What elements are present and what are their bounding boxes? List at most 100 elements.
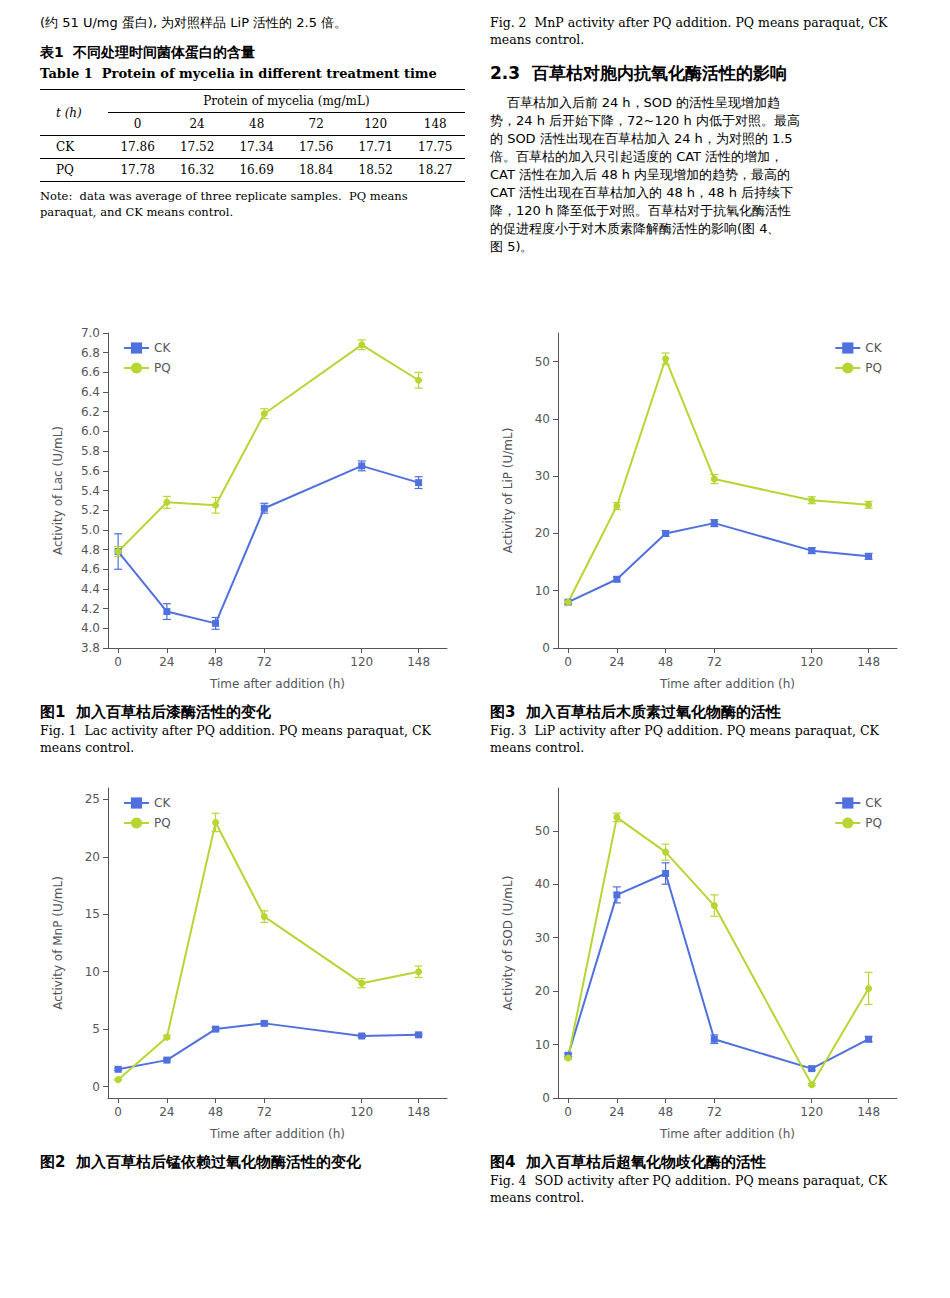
svg-text:5.8: 5.8 [81,444,100,458]
svg-text:50: 50 [535,824,550,838]
svg-text:CK: CK [865,796,882,810]
svg-text:6.2: 6.2 [81,405,100,419]
svg-text:120: 120 [800,1105,823,1119]
svg-text:148: 148 [407,1105,430,1119]
html-text:Fig. 3 LiP activity after PQ a: Fig. 3 LiP activity after PQ addition. P… [490,723,879,738]
html-text:倍。百草枯的加入只引起适度的 CAT 活性的增加，: 倍。百草枯的加入只引起适度的 CAT 活性的增加， [490,149,784,164]
svg-text:0: 0 [114,1105,122,1119]
svg-text:24: 24 [609,655,624,669]
svg-text:72: 72 [257,655,272,669]
svg-text:15: 15 [85,907,100,921]
svg-text:20: 20 [535,984,550,998]
svg-text:24: 24 [159,1105,174,1119]
svg-text:5.0: 5.0 [81,523,100,537]
html-text:降，120 h 降至低于对照。百草枯对于抗氧化酶活性: 降，120 h 降至低于对照。百草枯对于抗氧化酶活性 [490,203,792,218]
html-text:的 SOD 活性出现在百草枯加入 24 h，为对照的 1.5: 的 SOD 活性出现在百草枯加入 24 h，为对照的 1.5 [490,131,793,146]
svg-text:40: 40 [535,412,550,426]
svg-text:5: 5 [92,1022,100,1036]
html-text:Fig. 2 MnP activity after PQ a: Fig. 2 MnP activity after PQ addition. P… [490,15,888,30]
svg-text:50: 50 [535,355,550,369]
html-text:Fig. 4 SOD activity after PQ a: Fig. 4 SOD activity after PQ addition. P… [490,1173,887,1188]
svg-text:Activity of SOD (U/mL): Activity of SOD (U/mL) [501,876,515,1011]
svg-text:72: 72 [707,1105,722,1119]
svg-text:0: 0 [542,1091,550,1105]
svg-text:148: 148 [407,655,430,669]
svg-text:4.0: 4.0 [81,621,100,635]
svg-text:0: 0 [92,1080,100,1094]
svg-text:6.6: 6.6 [81,365,100,379]
html-text:Table 1 Protein of mycelia in: Table 1 Protein of mycelia in different … [40,66,437,81]
svg-text:48: 48 [208,1105,223,1119]
html-text:CAT 活性在加入后 48 h 内呈现增加的趋势，最高的: CAT 活性在加入后 48 h 内呈现增加的趋势，最高的 [490,167,791,182]
html-text:CAT 活性出现在百草枯加入的 48 h，48 h 后持续下: CAT 活性出现在百草枯加入的 48 h，48 h 后持续下 [490,185,794,200]
svg-text:24: 24 [159,655,174,669]
svg-text:6.4: 6.4 [81,385,100,399]
svg-text:72: 72 [707,655,722,669]
svg-text:30: 30 [535,931,550,945]
svg-text:20: 20 [85,850,100,864]
svg-text:30: 30 [535,469,550,483]
svg-text:CK: CK [865,341,882,355]
svg-text:20: 20 [535,526,550,540]
html-text:的促进程度小于对木质素降解酶活性的影响(图 4、: 的促进程度小于对木质素降解酶活性的影响(图 4、 [490,221,781,236]
svg-text:0: 0 [564,1105,572,1119]
html-text:表1 不同处理时间菌体蛋白的含量: 表1 不同处理时间菌体蛋白的含量 [40,44,256,60]
svg-text:5.2: 5.2 [81,503,100,517]
svg-text:48: 48 [658,655,673,669]
svg-text:Time after addition (h): Time after addition (h) [659,1127,795,1141]
html-text:2.3 百草枯对胞内抗氧化酶活性的影响: 2.3 百草枯对胞内抗氧化酶活性的影响 [490,63,787,83]
svg-text:3.8: 3.8 [81,641,100,655]
svg-text:6.8: 6.8 [81,346,100,360]
svg-text:CK: CK [154,796,171,810]
svg-text:120: 120 [350,655,373,669]
html-text:图4 加入百草枯后超氧化物歧化酶的活性: 图4 加入百草枯后超氧化物歧化酶的活性 [490,1153,766,1171]
html-text:图2 加入百草枯后锰依赖过氧化物酶活性的变化: 图2 加入百草枯后锰依赖过氧化物酶活性的变化 [40,1153,361,1171]
svg-text:5.6: 5.6 [81,464,100,478]
html-text:百草枯加入后前 24 h，SOD 的活性呈现增加趋: 百草枯加入后前 24 h，SOD 的活性呈现增加趋 [490,95,781,110]
svg-text:10: 10 [535,1038,550,1052]
svg-text:10: 10 [85,965,100,979]
svg-text:4.8: 4.8 [81,543,100,557]
svg-text:40: 40 [535,877,550,891]
svg-text:Activity of Lac (U/mL): Activity of Lac (U/mL) [51,426,65,555]
svg-text:PQ: PQ [154,816,171,830]
svg-text:Time after addition (h): Time after addition (h) [209,1127,345,1141]
svg-text:Activity of LiP (U/mL): Activity of LiP (U/mL) [501,428,515,554]
svg-text:Time after addition (h): Time after addition (h) [209,677,345,691]
svg-text:CK: CK [154,341,171,355]
html-text:means control.: means control. [490,740,585,755]
html-text:means control.: means control. [490,32,585,47]
svg-text:PQ: PQ [865,361,882,375]
svg-text:PQ: PQ [865,816,882,830]
svg-text:Time after addition (h): Time after addition (h) [659,677,795,691]
svg-text:25: 25 [85,792,100,806]
svg-text:24: 24 [609,1105,624,1119]
html-text:means control.: means control. [40,740,135,755]
svg-text:48: 48 [208,655,223,669]
html-text:图 5)。: 图 5)。 [490,239,534,254]
svg-text:120: 120 [800,655,823,669]
html-text:势，24 h 后开始下降，72~120 h 内低于对照。最高: 势，24 h 后开始下降，72~120 h 内低于对照。最高 [490,113,800,128]
svg-text:4.6: 4.6 [81,562,100,576]
svg-text:0: 0 [114,655,122,669]
html-text:(约 51 U/mg 蛋白), 为对照样品 LiP 活性的: (约 51 U/mg 蛋白), 为对照样品 LiP 活性的 2.5 倍。 [40,15,348,30]
svg-text:0: 0 [564,655,572,669]
svg-text:Activity of MnP (U/mL): Activity of MnP (U/mL) [51,876,65,1010]
svg-text:148: 148 [857,655,880,669]
svg-text:PQ: PQ [154,361,171,375]
svg-text:7.0: 7.0 [81,326,100,340]
html-text:Fig. 1 Lac activity after PQ a: Fig. 1 Lac activity after PQ addition. P… [40,723,431,738]
svg-text:48: 48 [658,1105,673,1119]
html-text:t (h): t (h) [56,105,82,120]
svg-text:6.0: 6.0 [81,424,100,438]
svg-text:5.4: 5.4 [81,484,100,498]
html-text:图3 加入百草枯后木质素过氧化物酶的活性: 图3 加入百草枯后木质素过氧化物酶的活性 [490,703,781,721]
html-text:图1 加入百草枯后漆酶活性的变化: 图1 加入百草枯后漆酶活性的变化 [40,703,271,721]
svg-text:148: 148 [857,1105,880,1119]
svg-text:72: 72 [257,1105,272,1119]
svg-text:120: 120 [350,1105,373,1119]
svg-text:10: 10 [535,584,550,598]
svg-text:4.4: 4.4 [81,582,100,596]
svg-text:0: 0 [542,641,550,655]
svg-text:4.2: 4.2 [81,602,100,616]
